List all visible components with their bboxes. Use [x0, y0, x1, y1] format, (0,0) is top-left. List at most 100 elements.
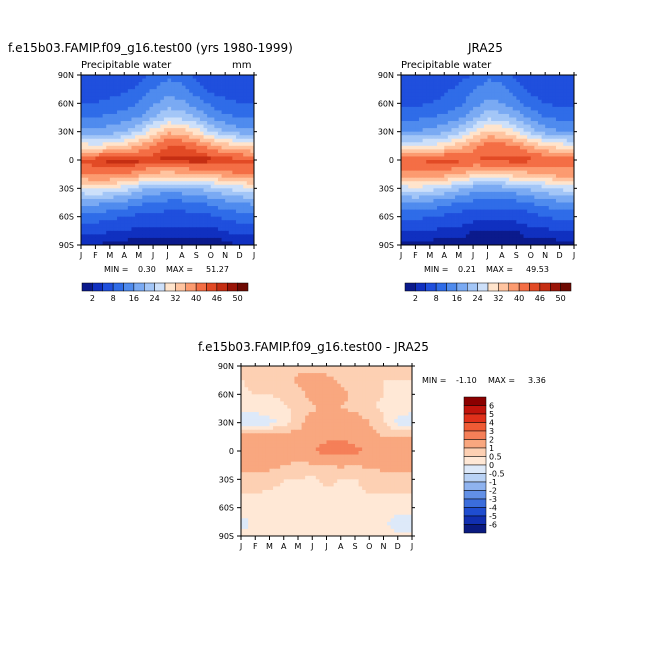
heatmap-cell — [88, 177, 93, 182]
heatmap-cell — [476, 170, 481, 175]
heatmap-cell — [462, 241, 467, 246]
heatmap-cell — [210, 138, 215, 143]
heatmap-cell — [214, 237, 219, 242]
heatmap-cell — [239, 163, 244, 168]
heatmap-cell — [444, 117, 449, 122]
heatmap-cell — [462, 113, 467, 118]
heatmap-cell — [171, 156, 176, 161]
heatmap-cell — [465, 230, 470, 235]
heatmap-cell — [210, 241, 215, 246]
heatmap-cell — [527, 128, 532, 133]
heatmap-cell — [473, 131, 478, 136]
heatmap-cell — [566, 138, 571, 143]
heatmap-cell — [419, 198, 424, 203]
heatmap-cell — [102, 113, 107, 118]
heatmap-cell — [512, 78, 517, 83]
heatmap-cell — [163, 110, 168, 115]
heatmap-cell — [498, 135, 503, 140]
heatmap-cell — [469, 145, 474, 150]
heatmap-cell — [559, 234, 564, 239]
heatmap-cell — [469, 174, 474, 179]
heatmap-cell — [131, 99, 136, 104]
heatmap-cell — [498, 92, 503, 97]
heatmap-cell — [476, 174, 481, 179]
heatmap-cell — [462, 149, 467, 154]
heatmap-cell — [509, 135, 514, 140]
heatmap-cell — [131, 135, 136, 140]
heatmap-cell — [498, 149, 503, 154]
heatmap-cell — [523, 135, 528, 140]
heatmap-cell — [124, 160, 129, 164]
heatmap-cell — [109, 149, 114, 154]
heatmap-cell — [566, 206, 571, 210]
heatmap-cell — [189, 181, 194, 186]
heatmap-cell — [196, 92, 201, 97]
heatmap-cell — [404, 124, 409, 129]
heatmap-cell — [372, 366, 377, 370]
heatmap-cell — [185, 181, 190, 186]
heatmap-cell — [265, 369, 270, 374]
heatmap-cell — [437, 227, 442, 232]
heatmap-cell — [243, 131, 248, 136]
heatmap-cell — [120, 103, 125, 108]
heatmap-cell — [523, 131, 528, 136]
heatmap-cell — [189, 188, 194, 193]
heatmap-cell — [480, 82, 485, 87]
heatmap-cell — [102, 198, 107, 203]
heatmap-cell — [440, 167, 445, 172]
heatmap-cell — [102, 117, 107, 122]
heatmap-cell — [91, 198, 96, 203]
heatmap-cell — [127, 198, 132, 203]
heatmap-cell — [178, 99, 183, 104]
heatmap-cell — [483, 89, 488, 94]
heatmap-cell — [156, 209, 161, 214]
heatmap-cell — [483, 138, 488, 143]
heatmap-cell — [246, 206, 251, 210]
heatmap-cell — [473, 167, 478, 172]
heatmap-cell — [145, 195, 150, 200]
heatmap-cell — [541, 206, 546, 210]
heatmap-cell — [447, 128, 452, 133]
heatmap-cell — [509, 106, 514, 111]
heatmap-cell — [145, 121, 150, 125]
heatmap-cell — [88, 188, 93, 193]
heatmap-cell — [401, 234, 405, 239]
heatmap-cell — [429, 103, 434, 108]
heatmap-cell — [171, 230, 176, 235]
heatmap-cell — [290, 376, 295, 381]
heatmap-cell — [422, 181, 427, 186]
heatmap-cell — [552, 99, 557, 104]
heatmap-cell — [473, 121, 478, 125]
heatmap-cell — [117, 152, 122, 157]
heatmap-cell — [455, 152, 460, 157]
heatmap-cell — [469, 92, 474, 97]
heatmap-cell — [491, 174, 496, 179]
heatmap-cell — [433, 184, 438, 189]
heatmap-cell — [473, 206, 478, 210]
heatmap-cell — [189, 92, 194, 97]
heatmap-cell — [142, 135, 147, 140]
heatmap-cell — [117, 121, 122, 125]
heatmap-cell — [519, 135, 524, 140]
heatmap-cell — [203, 163, 208, 168]
heatmap-cell — [509, 220, 514, 225]
heatmap-cell — [530, 156, 535, 161]
heatmap-cell — [404, 237, 409, 242]
heatmap-cell — [541, 89, 546, 94]
heatmap-cell — [447, 163, 452, 168]
heatmap-cell — [203, 167, 208, 172]
heatmap-cell — [81, 156, 85, 161]
heatmap-cell — [415, 167, 420, 172]
heatmap-cell — [419, 131, 424, 136]
heatmap-cell — [174, 220, 179, 225]
heatmap-cell — [415, 156, 420, 161]
heatmap-cell — [419, 184, 424, 189]
heatmap-cell — [315, 380, 320, 385]
heatmap-cell — [145, 220, 150, 225]
heatmap-cell — [145, 160, 150, 164]
panel1-title: f.e15b03.FAMIP.f09_g16.test00 (yrs 1980-… — [8, 41, 293, 55]
heatmap-cell — [250, 209, 255, 214]
heatmap-cell — [447, 213, 452, 218]
heatmap-cell — [455, 223, 460, 228]
heatmap-cell — [469, 241, 474, 246]
